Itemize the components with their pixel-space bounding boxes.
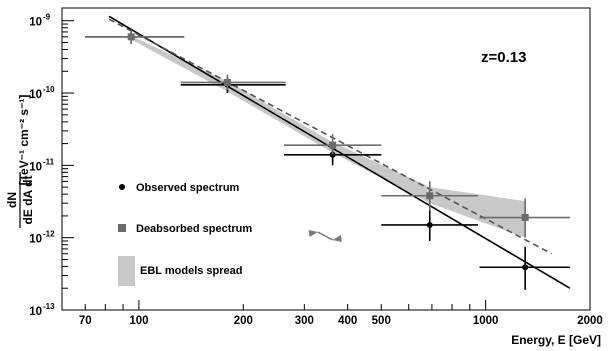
x-tick-label: 2000 (577, 315, 603, 327)
double-arrow-annotation (308, 230, 342, 242)
arrow-shaft (317, 231, 334, 241)
y-tick-label: 10 (29, 306, 42, 318)
deabsorbed-point (381, 181, 478, 211)
deabsorbed-fit-line (108, 18, 552, 255)
x-tick-label: 300 (295, 315, 314, 327)
deabsorbed-marker (426, 192, 434, 200)
data-points-layer (85, 29, 570, 290)
arrow-head-right (308, 230, 318, 237)
legend: Observed spectrum Deabsorbed spectrum EB… (118, 182, 252, 286)
y-tick-label: 10 (29, 234, 42, 246)
arrow-head-left (332, 235, 342, 242)
ebl-band-layer (131, 35, 526, 238)
observed-point (479, 246, 570, 290)
deabsorbed-marker (521, 214, 529, 222)
y-tick-label-exponent: -13 (43, 302, 55, 311)
y-label-numerator: dN (5, 192, 19, 208)
y-label-denominator: dE dA dt (21, 176, 35, 225)
y-tick-label: 10 (29, 89, 42, 101)
legend-label-observed: Observed spectrum (136, 182, 240, 194)
y-label-unit: [TeV⁻¹ cm⁻² s⁻¹] (17, 95, 31, 186)
deabsorbed-point (283, 134, 382, 155)
legend-marker-deabsorbed (118, 224, 126, 232)
legend-marker-observed (119, 184, 125, 190)
y-tick-label-exponent: -11 (43, 157, 55, 166)
y-tick-label-exponent: -9 (43, 13, 51, 22)
deabsorbed-point (180, 74, 286, 91)
y-tick-label: 10 (29, 161, 42, 173)
deabsorbed-point (479, 198, 570, 238)
observed-marker (426, 221, 433, 228)
observed-fit-line (108, 15, 571, 289)
x-tick-label: 500 (372, 315, 391, 327)
legend-marker-ebl-band (118, 256, 135, 286)
fit-lines-layer (108, 15, 571, 289)
deabsorbed-point (85, 29, 185, 44)
observed-marker (522, 264, 529, 271)
deabsorbed-marker (127, 33, 135, 41)
redshift-annotation: z=0.13 (481, 49, 526, 66)
y-tick-label-exponent: -10 (43, 85, 55, 94)
observed-point (381, 210, 478, 241)
x-tick-label: 400 (338, 315, 357, 327)
x-tick-label: 70 (79, 315, 92, 327)
x-tick-label: 200 (234, 315, 253, 327)
plot-frame (61, 7, 591, 311)
deabsorbed-marker (223, 78, 231, 86)
y-tick-label-exponent: -12 (43, 230, 55, 239)
x-tick-label: 1000 (473, 315, 499, 327)
y-axis-label: dN dE dA dt [TeV⁻¹ cm⁻² s⁻¹] (5, 95, 35, 228)
ebl-models-band (131, 35, 526, 238)
legend-label-ebl-band: EBL models spread (140, 265, 243, 277)
deabsorbed-marker (329, 141, 337, 149)
legend-label-deabsorbed: Deabsorbed spectrum (136, 223, 252, 235)
x-axis-label: Energy, E [GeV] (511, 333, 601, 347)
x-tick-label: 100 (129, 315, 148, 327)
y-tick-label: 10 (29, 17, 42, 29)
